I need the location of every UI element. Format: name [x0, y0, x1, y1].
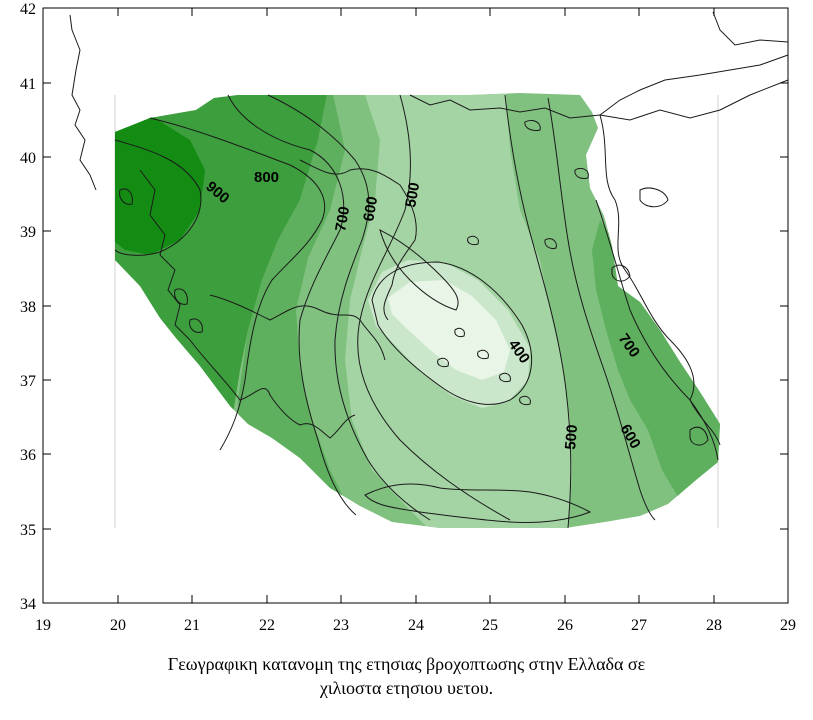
island-kefalonia [174, 288, 188, 305]
caption-line-2: χιλιοστα ετησιου υετου. [319, 678, 494, 698]
coast-thrace [409, 79, 789, 121]
axis-ticks [42, 7, 789, 604]
contour-700-east [595, 199, 719, 461]
island-cyclades-4 [437, 357, 449, 368]
y-tick-label: 34 [20, 596, 36, 613]
contour-500-east [504, 94, 572, 529]
contour-label-500-east: 500 [562, 424, 581, 450]
zone-900 [115, 110, 205, 255]
island-cyclades-2 [477, 349, 489, 360]
contour-label-600-west: 600 [360, 195, 381, 223]
coast-epirus [139, 169, 191, 341]
island-zakynthos [189, 318, 203, 333]
island-euboea [379, 229, 459, 311]
island-aegean-north [544, 238, 557, 249]
x-tick-label: 25 [482, 617, 498, 634]
coast-peloponnese-south [189, 339, 356, 439]
x-tick-label: 24 [408, 617, 424, 634]
contour-600-west [267, 94, 431, 521]
map-caption: Γεωγραφικη κατανομη της ετησιας βροχοπτω… [0, 652, 813, 700]
island-crete [364, 483, 592, 523]
x-tick-label: 23 [333, 617, 349, 634]
contour-label-800: 800 [254, 169, 279, 186]
island-cyclades-3 [499, 372, 511, 383]
x-tick-label: 20 [110, 617, 126, 634]
y-tick-label: 35 [20, 522, 36, 539]
contour-label-700-west: 700 [332, 205, 353, 233]
y-tick-labels: 34 35 36 37 38 39 40 41 42 [20, 1, 36, 613]
zone-700-west [238, 93, 355, 528]
coastlines [69, 11, 789, 523]
x-tick-label: 27 [631, 617, 647, 634]
island-lesbos [639, 187, 669, 208]
x-tick-label: 21 [184, 617, 200, 634]
coast-aegean-mainland [299, 159, 417, 321]
x-tick-label: 26 [557, 617, 573, 634]
coast-gulf-corinth [209, 294, 386, 361]
y-tick-label: 39 [20, 224, 36, 241]
contour-800 [149, 117, 326, 451]
caption-line-1: Γεωγραφικη κατανομη της ετησιας βροχοπτω… [167, 654, 646, 674]
coast-blacksea [712, 11, 789, 46]
island-chios [611, 264, 631, 282]
island-rhodes [689, 426, 709, 446]
island-thasos [524, 119, 541, 131]
island-sporades [467, 235, 479, 246]
island-cyclades-1 [454, 327, 465, 338]
y-tick-label: 38 [20, 299, 36, 316]
y-tick-label: 40 [20, 150, 36, 167]
y-tick-label: 42 [20, 1, 36, 18]
contour-900 [114, 139, 202, 256]
x-tick-labels: 19 20 21 22 23 24 25 26 27 28 29 [35, 617, 796, 634]
x-tick-label: 28 [706, 617, 722, 634]
y-tick-label: 41 [20, 76, 36, 93]
x-tick-label: 29 [780, 617, 796, 634]
coast-anatolia-west [599, 114, 721, 446]
island-limnos [574, 167, 589, 179]
contour-label-500-west: 500 [402, 181, 423, 209]
island-corfu [119, 188, 133, 205]
coast-italy-albania [69, 14, 97, 191]
y-tick-label: 36 [20, 447, 36, 464]
zone-min [388, 280, 510, 380]
contour-400 [371, 261, 533, 405]
contour-700-west [227, 94, 357, 516]
rainfall-map: 900 800 700 600 500 400 500 600 700 19 2 [20, 1, 796, 634]
x-tick-label: 22 [259, 617, 275, 634]
x-tick-label: 19 [35, 617, 51, 634]
coast-marmara [599, 54, 789, 116]
y-tick-label: 37 [20, 373, 36, 390]
island-dodecanese-1 [519, 395, 531, 406]
contour-600-east [547, 97, 656, 521]
